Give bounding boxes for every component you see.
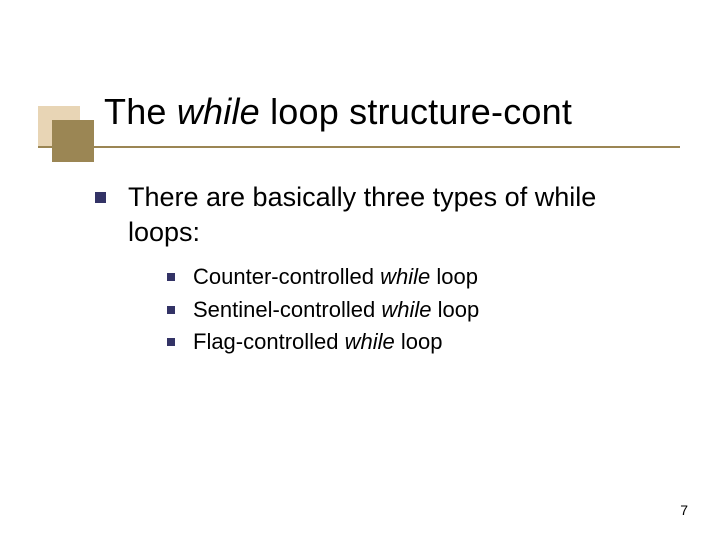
sublist-text: Counter-controlled while loop xyxy=(193,263,478,292)
slide-title: The while loop structure-cont xyxy=(104,90,680,133)
bullet-icon xyxy=(167,306,175,314)
list-item: Counter-controlled while loop xyxy=(167,263,660,292)
title-italic: while xyxy=(177,91,260,132)
bullet-icon xyxy=(95,192,106,203)
list-item: There are basically three types of while… xyxy=(95,180,660,249)
decoration-box-front xyxy=(52,120,94,162)
sublist-text: Flag-controlled while loop xyxy=(193,328,443,357)
title-suffix: loop structure-cont xyxy=(260,91,572,132)
title-underline xyxy=(38,146,680,148)
list-item: Flag-controlled while loop xyxy=(167,328,660,357)
bullet-icon xyxy=(167,273,175,281)
list-item: Sentinel-controlled while loop xyxy=(167,296,660,325)
title-block: The while loop structure-cont xyxy=(104,90,680,133)
page-number: 7 xyxy=(680,502,688,518)
title-decoration xyxy=(38,106,94,162)
content-area: There are basically three types of while… xyxy=(95,180,660,361)
sublist-text: Sentinel-controlled while loop xyxy=(193,296,479,325)
intro-text: There are basically three types of while… xyxy=(128,180,660,249)
sublist: Counter-controlled while loop Sentinel-c… xyxy=(167,263,660,357)
bullet-icon xyxy=(167,338,175,346)
title-prefix: The xyxy=(104,91,177,132)
